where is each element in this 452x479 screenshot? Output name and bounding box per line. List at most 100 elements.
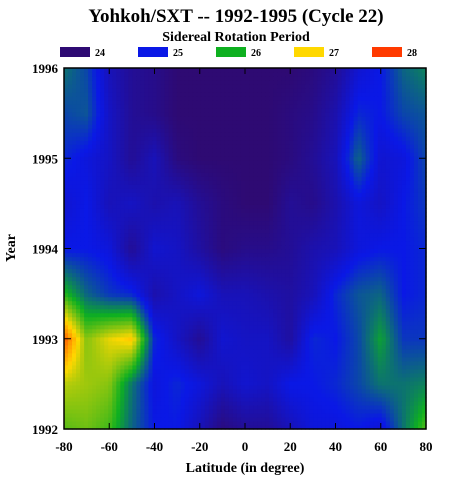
heatmap-cell: [293, 420, 298, 426]
legend-swatch: [216, 47, 246, 57]
heatmap-cell: [164, 328, 170, 334]
heatmap-cell: [88, 212, 93, 218]
heatmap-cell: [353, 380, 359, 386]
heatmap-cell: [240, 308, 246, 314]
heatmap-cell: [305, 300, 310, 306]
heatmap-cell: [373, 380, 379, 386]
heatmap-cell: [285, 212, 290, 218]
heatmap-cell: [136, 204, 142, 209]
heatmap-cell: [365, 340, 371, 346]
heatmap-cell: [393, 284, 399, 290]
heatmap-cell: [309, 216, 314, 222]
heatmap-cell: [265, 368, 270, 374]
heatmap-cell: [349, 424, 355, 430]
heatmap-cell: [357, 280, 363, 286]
heatmap-cell: [104, 316, 109, 322]
heatmap-cell: [152, 228, 158, 234]
heatmap-cell: [72, 416, 77, 422]
heatmap-cell: [385, 372, 391, 378]
heatmap-cell: [305, 316, 310, 322]
heatmap-cell: [216, 356, 222, 362]
heatmap-cell: [84, 372, 89, 378]
heatmap-cell: [309, 416, 314, 422]
heatmap-cell: [357, 404, 363, 410]
heatmap-cell: [200, 208, 206, 213]
heatmap-cell: [373, 328, 379, 334]
heatmap-cell: [309, 212, 314, 218]
heatmap-cell: [285, 388, 290, 394]
heatmap-cell: [365, 228, 371, 234]
heatmap-cell: [401, 296, 407, 302]
heatmap-cell: [132, 416, 137, 422]
heatmap-cell: [80, 292, 85, 298]
heatmap-cell: [108, 228, 113, 234]
heatmap-cell: [204, 220, 210, 226]
heatmap-cell: [393, 392, 399, 398]
heatmap-cell: [180, 312, 186, 318]
heatmap-cell: [393, 388, 399, 394]
heatmap-cell: [301, 252, 306, 258]
heatmap-cell: [385, 344, 391, 350]
heatmap-cell: [84, 276, 89, 282]
heatmap-cell: [200, 424, 206, 430]
heatmap-cell: [132, 356, 137, 362]
heatmap-cell: [345, 404, 351, 410]
heatmap-cell: [357, 220, 363, 226]
heatmap-cell: [68, 360, 73, 366]
heatmap-cell: [220, 308, 226, 314]
heatmap-cell: [421, 360, 427, 366]
heatmap-cell: [176, 412, 182, 418]
heatmap-cell: [228, 276, 234, 282]
heatmap-cell: [301, 260, 306, 266]
heatmap-cell: [249, 392, 254, 398]
heatmap-cell: [172, 228, 178, 234]
heatmap-cell: [325, 336, 331, 342]
heatmap-cell: [289, 256, 294, 262]
heatmap-cell: [305, 392, 310, 398]
heatmap-cell: [80, 264, 85, 270]
heatmap-cell: [64, 332, 69, 338]
heatmap-cell: [349, 376, 355, 382]
heatmap-cell: [68, 392, 73, 398]
heatmap-cell: [285, 224, 290, 230]
heatmap-cell: [289, 396, 294, 402]
heatmap-cell: [180, 356, 186, 362]
heatmap-cell: [212, 364, 218, 370]
heatmap-cell: [265, 316, 270, 322]
heatmap-cell: [389, 404, 395, 410]
heatmap-cell: [112, 284, 117, 290]
heatmap-cell: [417, 424, 423, 430]
heatmap-cell: [301, 368, 306, 374]
heatmap-cell: [132, 420, 137, 426]
heatmap-cell: [172, 276, 178, 282]
heatmap-cell: [236, 360, 242, 366]
heatmap-cell: [228, 328, 234, 334]
heatmap-cell: [421, 240, 427, 246]
heatmap-cell: [208, 368, 214, 374]
heatmap-cell: [84, 312, 89, 318]
heatmap-cell: [317, 284, 323, 290]
heatmap-cell: [120, 404, 125, 410]
heatmap-cell: [321, 224, 327, 230]
heatmap-cell: [228, 248, 234, 254]
heatmap-cell: [100, 396, 105, 402]
heatmap-cell: [321, 280, 327, 286]
heatmap-cell: [236, 308, 242, 314]
heatmap-cell: [301, 216, 306, 222]
heatmap-cell: [273, 268, 278, 274]
heatmap-cell: [369, 236, 375, 242]
heatmap-cell: [293, 388, 298, 394]
heatmap-cell: [333, 240, 339, 246]
heatmap-cell: [156, 212, 162, 218]
heatmap-cell: [232, 240, 238, 246]
heatmap-cell: [236, 296, 242, 302]
heatmap-cell: [220, 368, 226, 374]
heatmap-cell: [176, 400, 182, 406]
heatmap-cell: [397, 360, 403, 366]
heatmap-cell: [188, 424, 194, 430]
heatmap-cell: [188, 372, 194, 378]
heatmap-cell: [329, 252, 335, 258]
heatmap-cell: [293, 424, 298, 430]
heatmap-cell: [305, 320, 310, 326]
heatmap-cell: [277, 364, 282, 370]
